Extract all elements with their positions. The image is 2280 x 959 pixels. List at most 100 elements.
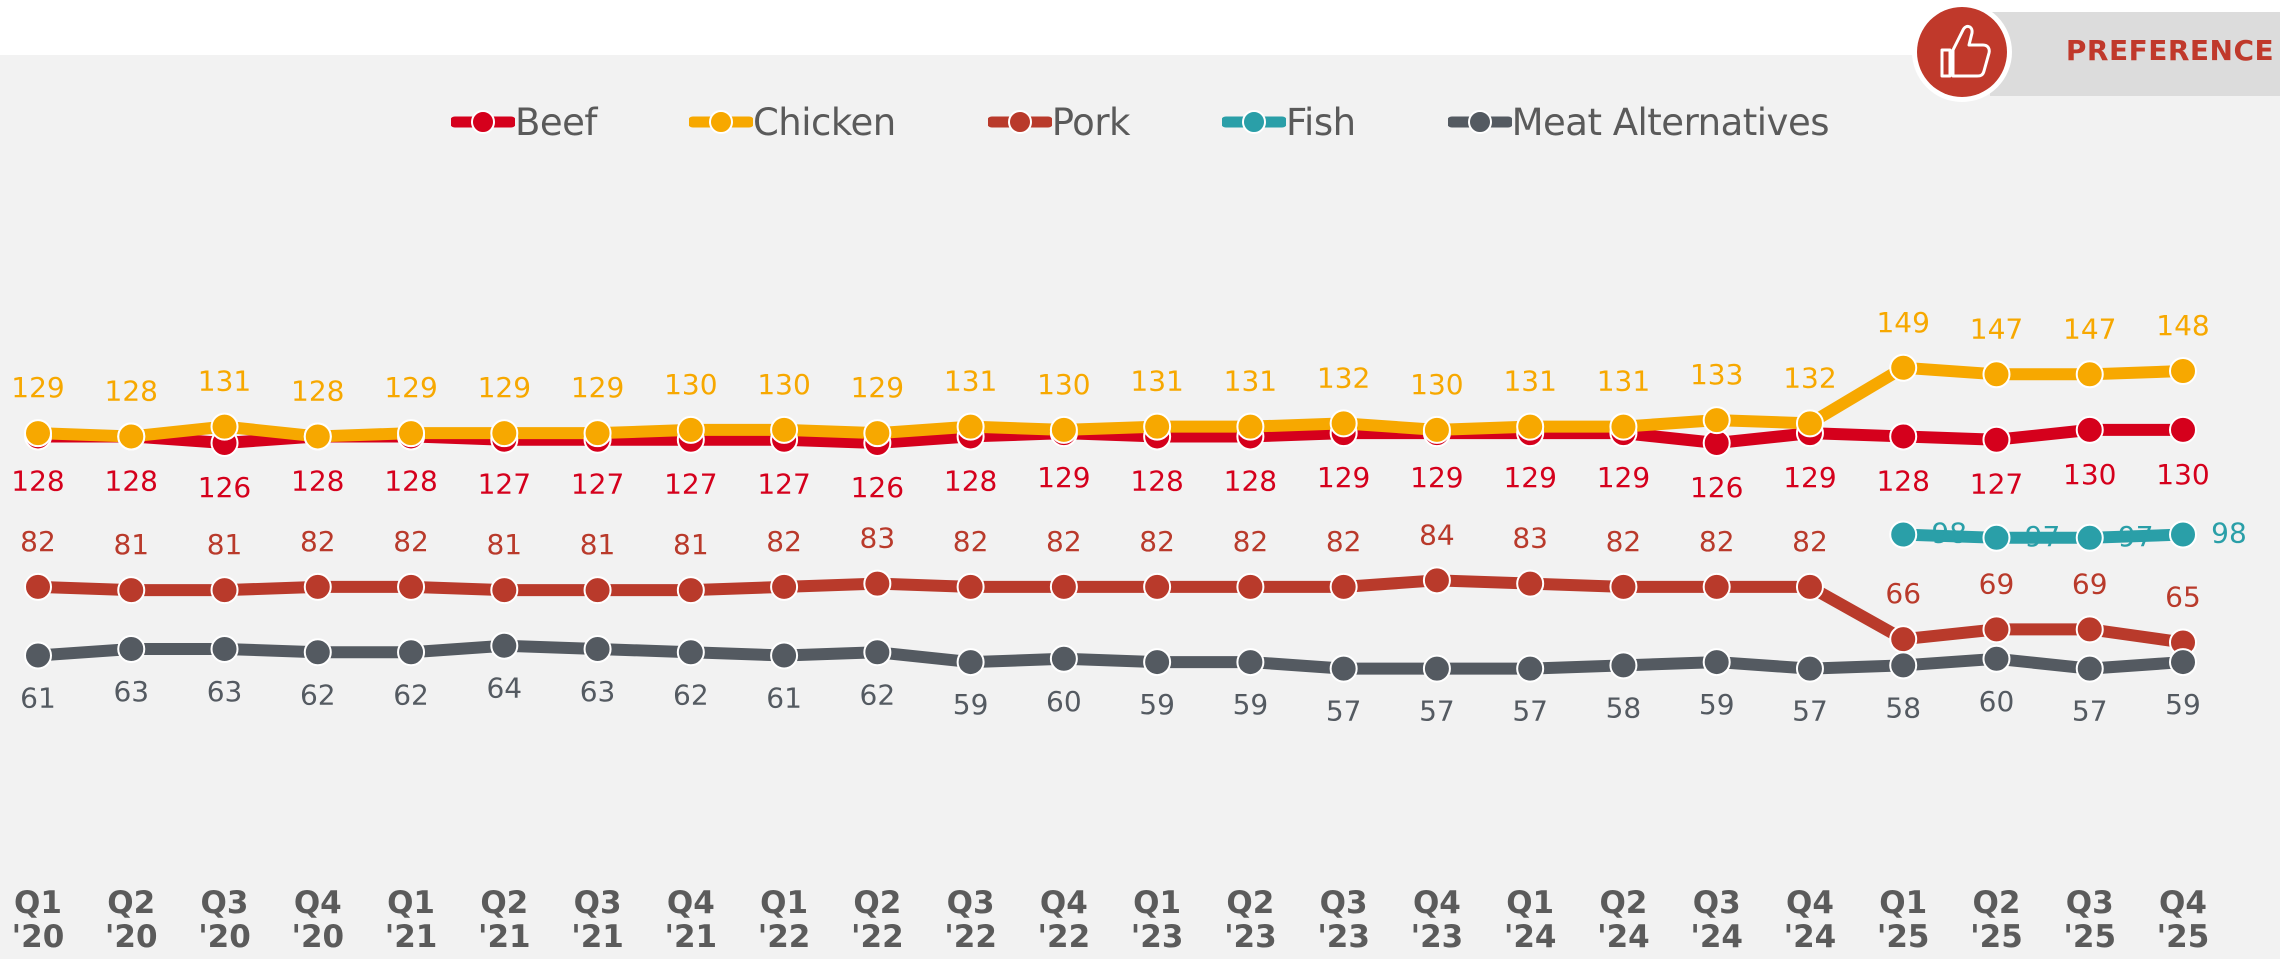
- data-label: 82: [1792, 525, 1828, 558]
- data-point: [397, 419, 426, 448]
- value-labels: 82 81 81 82 82 81 81 81 82 83 82 82 82 82 82 84 83 82 82 82…: [11, 306, 2247, 728]
- data-point: [1609, 412, 1638, 441]
- legend-icon: [987, 110, 1052, 134]
- data-point: [583, 634, 612, 663]
- data-point: [1609, 572, 1638, 601]
- markers: [24, 353, 2197, 683]
- data-point: [1516, 412, 1545, 441]
- data-label: 149: [1876, 306, 1929, 339]
- data-point: [1516, 654, 1545, 683]
- legend-label: Chicken: [752, 100, 896, 144]
- data-label: 97: [2118, 520, 2154, 553]
- legend-icon: [451, 110, 516, 134]
- legend-label: Pork: [1051, 100, 1131, 144]
- data-point: [583, 419, 612, 448]
- data-label: 63: [113, 675, 149, 708]
- x-tick-label: Q2 '22: [851, 885, 904, 955]
- data-point: [1889, 625, 1918, 654]
- data-label: 129: [571, 371, 624, 404]
- data-label: 126: [198, 471, 251, 504]
- data-point: [863, 419, 892, 448]
- data-label: 128: [384, 464, 437, 497]
- data-label: 82: [1233, 525, 1269, 558]
- x-tick-label: Q1 '25: [1876, 885, 1930, 955]
- legend-item: Meat Alternatives: [1447, 101, 1829, 144]
- x-tick-label: Q3 '25: [2063, 885, 2117, 955]
- data-label: 59: [1233, 688, 1269, 721]
- data-point: [210, 412, 239, 441]
- data-point: [1702, 648, 1731, 677]
- data-point: [24, 572, 52, 601]
- data-point: [863, 638, 892, 667]
- data-point: [210, 634, 239, 663]
- series-line: [32, 639, 2189, 675]
- data-label: 83: [860, 522, 896, 555]
- data-point: [676, 638, 705, 667]
- data-label: 62: [300, 678, 336, 711]
- data-label: 82: [393, 525, 429, 558]
- data-point: [770, 641, 799, 670]
- data-label: 128: [105, 464, 158, 497]
- legend-icon: [1447, 110, 1512, 134]
- data-label: 82: [20, 525, 56, 558]
- data-label: 128: [1876, 464, 1929, 497]
- data-point: [397, 572, 426, 601]
- x-tick-label: Q4 '24: [1783, 885, 1837, 955]
- data-point: [1702, 572, 1731, 601]
- badge-label: PREFERENCE: [2065, 34, 2275, 67]
- data-label: 81: [207, 528, 243, 561]
- data-label: 129: [478, 371, 531, 404]
- data-point: [770, 415, 799, 444]
- data-point: [2075, 415, 2104, 444]
- data-label: 62: [673, 678, 709, 711]
- legend-item: Pork: [987, 100, 1131, 144]
- legend-item: Fish: [1221, 101, 1356, 144]
- data-label: 69: [1979, 567, 2015, 600]
- data-label: 129: [1317, 461, 1370, 494]
- data-label: 129: [1503, 461, 1556, 494]
- data-label: 81: [486, 528, 522, 561]
- data-label: 63: [580, 675, 616, 708]
- data-point: [303, 572, 332, 601]
- data-label: 60: [1046, 685, 1082, 718]
- data-point: [397, 638, 426, 667]
- legend: Beef Chicken Pork Fish Meat Alternatives: [0, 96, 2280, 148]
- data-point: [1236, 572, 1265, 601]
- data-point: [770, 572, 799, 601]
- badge-icon: [1917, 7, 2007, 97]
- data-label: 126: [851, 471, 904, 504]
- data-label: 83: [1512, 522, 1548, 555]
- data-label: 130: [2063, 458, 2116, 491]
- data-label: 130: [1037, 368, 1090, 401]
- x-tick-label: Q2 '20: [104, 885, 158, 955]
- data-point: [1982, 425, 2011, 454]
- data-point: [2169, 648, 2197, 677]
- legend-icon: [688, 110, 753, 134]
- x-tick-label: Q3 '20: [198, 885, 251, 955]
- data-label: 82: [1046, 525, 1082, 558]
- data-point: [2169, 357, 2197, 386]
- data-label: 84: [1419, 518, 1455, 551]
- data-label: 82: [1326, 525, 1362, 558]
- data-label: 127: [571, 468, 624, 501]
- data-point: [490, 419, 519, 448]
- data-label: 82: [300, 525, 336, 558]
- data-label: 81: [673, 528, 709, 561]
- x-tick-label: Q2 '23: [1224, 885, 1277, 955]
- data-label: 58: [1885, 691, 1921, 724]
- data-label: 57: [1419, 695, 1455, 728]
- legend-item: Beef: [451, 101, 597, 144]
- data-label: 131: [944, 365, 997, 398]
- x-tick-label: Q1 '23: [1130, 885, 1184, 955]
- data-point: [1329, 654, 1358, 683]
- data-point: [1143, 648, 1172, 677]
- data-label: 128: [291, 374, 344, 407]
- data-label: 64: [486, 672, 522, 705]
- data-label: 131: [1130, 365, 1183, 398]
- data-point: [863, 569, 892, 598]
- data-point: [24, 419, 52, 448]
- badge-bg: [1990, 12, 2280, 96]
- data-label: 61: [766, 682, 802, 715]
- data-label: 127: [664, 468, 717, 501]
- data-label: 129: [1410, 461, 1463, 494]
